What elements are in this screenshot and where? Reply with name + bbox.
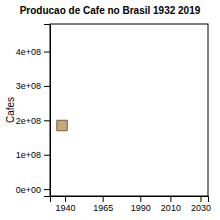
y-tick: 3e+08 [16, 81, 50, 91]
y-tick-mark [44, 120, 50, 121]
x-tick-label: 1990 [131, 203, 151, 213]
x-tick-label: 2010 [161, 203, 181, 213]
y-tick-label: 0e+00 [16, 185, 41, 195]
y-tick-mark [44, 52, 50, 53]
y-tick-mark [44, 189, 50, 190]
y-tick: 4e+08 [16, 47, 50, 57]
y-tick-label: 3e+08 [16, 81, 41, 91]
point [57, 120, 67, 130]
y-tick-label: 2e+08 [16, 116, 41, 126]
y-axis: 0e+00 1e+08 2e+08 3e+08 4e+08 [16, 25, 51, 197]
y-tick: 1e+08 [16, 150, 50, 160]
x-tick: 1990 [131, 196, 151, 213]
chart: Producao de Cafe no Brasil 1932 2019 1940… [0, 0, 220, 220]
x-tick-mark [103, 196, 104, 202]
y-tick-label: 4e+08 [16, 47, 41, 57]
x-tick: 2010 [161, 196, 181, 213]
y-axis-title: Cafes [5, 97, 16, 123]
x-tick-label: 1940 [56, 203, 76, 213]
x-tick-mark [65, 196, 66, 202]
title: Producao de Cafe no Brasil 1932 2019 [20, 5, 201, 16]
x-tick: 1940 [56, 196, 76, 213]
y-tick: 2e+08 [16, 116, 50, 126]
plot: 1940 1965 1990 2010 2030 0e+00 1e+08 2e+08 3e+08… [16, 24, 211, 213]
x-tick-mark [170, 196, 171, 202]
x-tick-label: 1965 [93, 203, 113, 213]
y-tick-mark [44, 155, 50, 156]
y-tick-label: 1e+08 [16, 150, 41, 160]
x-axis: 1940 1965 1990 2010 2030 [51, 196, 211, 213]
y-tick: 0e+00 [16, 185, 50, 195]
y-tick-mark [44, 86, 50, 87]
plot-frame [50, 24, 208, 196]
x-tick-label: 2030 [191, 203, 211, 213]
x-axis-line [51, 197, 209, 203]
x-tick-mark [140, 196, 141, 202]
x-tick-mark [200, 196, 201, 202]
points [57, 120, 67, 130]
x-tick: 2030 [191, 196, 211, 213]
y-axis-line [44, 25, 51, 197]
x-tick: 1965 [93, 196, 113, 213]
